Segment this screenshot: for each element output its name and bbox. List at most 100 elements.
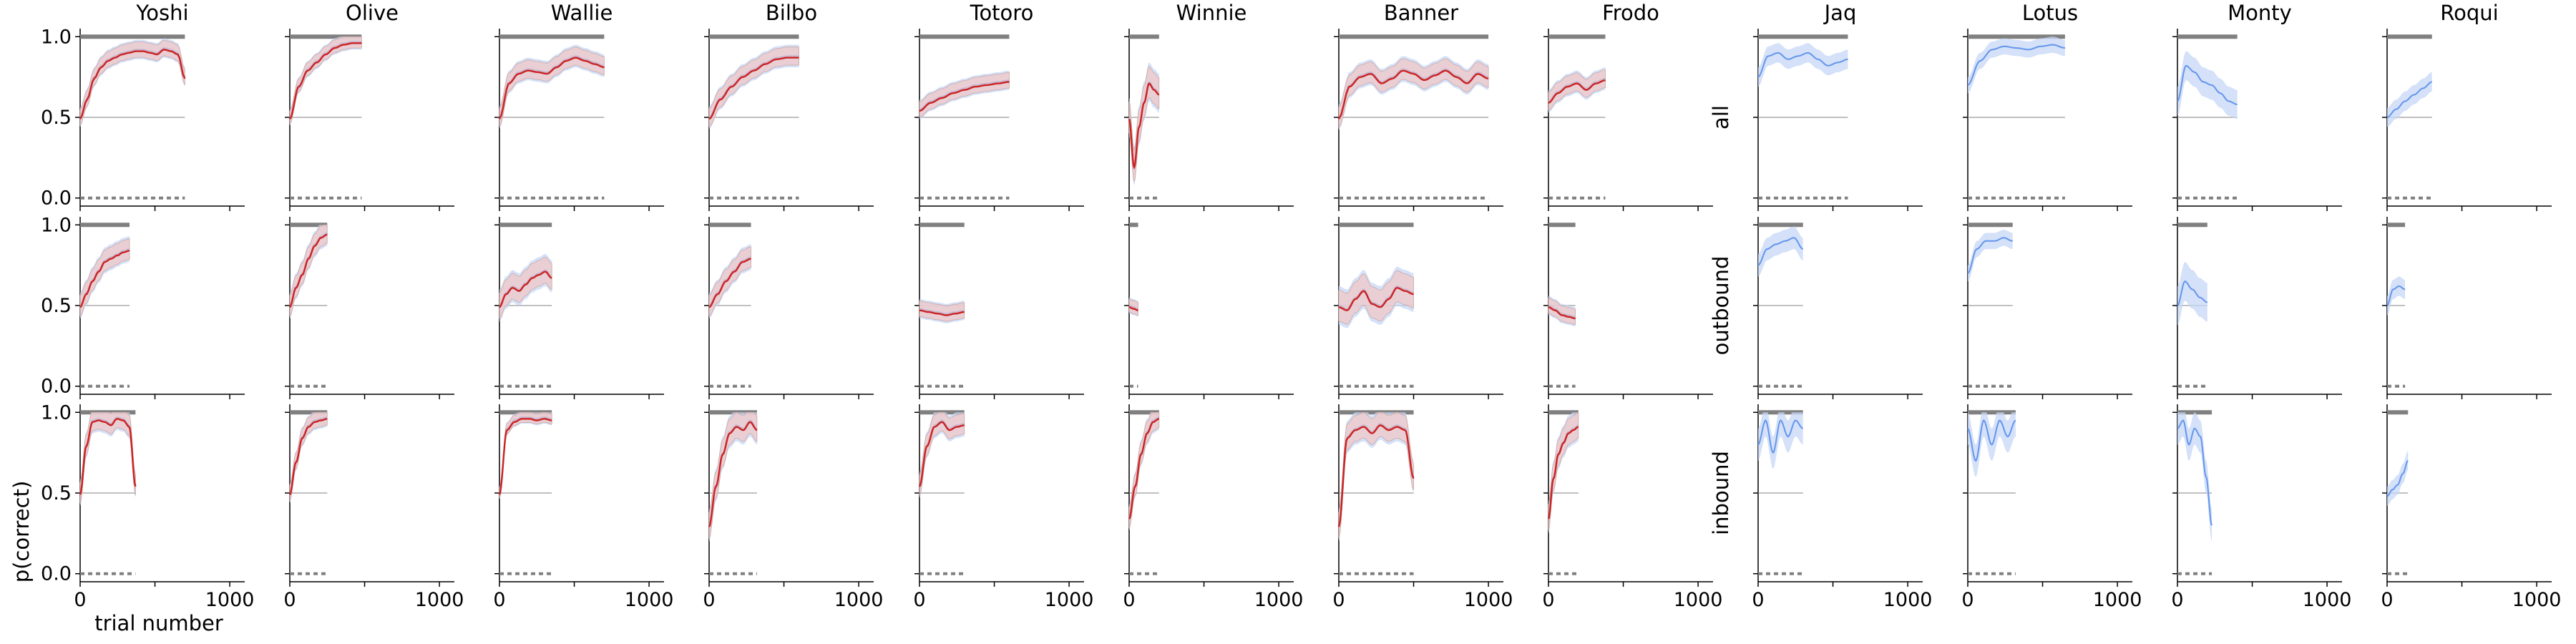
- panel-title: Monty: [2228, 1, 2292, 25]
- y-tick-label: 0.0: [41, 376, 72, 398]
- red-confidence-band: [79, 238, 130, 317]
- blue-series-line: [1967, 237, 2013, 274]
- x-tick-label: 0: [913, 589, 925, 611]
- red-confidence-band: [79, 39, 185, 127]
- x-tick-label: 0: [1542, 589, 1554, 611]
- x-tick-label: 1000: [1883, 589, 1933, 611]
- red-series-line: [289, 418, 328, 495]
- panel-title: Bilbo: [766, 1, 817, 25]
- panel-yoshi: Yoshi 0.0 0.5 1.0 0.0 0.5 1.0 0.0 0.5 1.0 0 1000: [41, 1, 254, 611]
- y-tick-label: 1.0: [41, 214, 72, 236]
- blue-confidence-band: [1968, 230, 2013, 282]
- panel-olive: Olive 0 1000: [283, 1, 464, 611]
- red-confidence-band: [1548, 69, 1606, 111]
- red-series-line: [79, 250, 130, 308]
- red-confidence-band: [499, 411, 552, 499]
- red-confidence-band: [1128, 298, 1138, 316]
- blue-series-line: [1757, 52, 1848, 78]
- x-tick-label: 0: [2381, 589, 2393, 611]
- blue-series-line: [1757, 237, 1803, 266]
- red-confidence-band: [1338, 270, 1414, 325]
- red-confidence-band: [919, 301, 965, 322]
- panel-banner: Banner 0 1000: [1332, 1, 1513, 611]
- subplot-all: all: [1709, 29, 1923, 211]
- red-confidence-band: [79, 411, 136, 504]
- panel-frodo: Frodo 0 1000: [1542, 1, 1722, 611]
- subplot-outbound: outbound: [1709, 217, 1923, 399]
- subplot-all: [1334, 29, 1503, 211]
- x-tick-label: 1000: [1464, 589, 1513, 611]
- y-tick-label: 1.0: [41, 401, 72, 424]
- red-confidence-band: [1548, 297, 1576, 326]
- subplot-outbound: [494, 217, 664, 399]
- red-confidence-band: [289, 411, 328, 502]
- red-series-line: [1128, 82, 1160, 170]
- y-tick-label: 0.5: [41, 107, 72, 129]
- subplot-outbound: [1124, 217, 1294, 399]
- red-series-line: [79, 49, 186, 119]
- blue-series-line: [1757, 419, 1803, 454]
- red-series-line: [919, 309, 965, 316]
- panel-title: Olive: [346, 1, 399, 25]
- red-series-line: [919, 81, 1010, 112]
- row-label-all: all: [1709, 105, 1733, 130]
- subplot-inbound: 0 1000: [703, 404, 883, 611]
- blue-series-line: [1967, 419, 2016, 462]
- subplot-all: [1124, 29, 1294, 211]
- x-tick-label: 0: [493, 589, 505, 611]
- x-axis-label: trial number: [94, 611, 223, 635]
- red-confidence-band: [919, 72, 1010, 118]
- subplot-inbound: 0 1000 inbound: [1709, 404, 1932, 611]
- subplot-inbound: 0 1000: [283, 404, 464, 611]
- blue-confidence-band: [2387, 72, 2432, 127]
- x-tick-label: 1000: [1674, 589, 1723, 611]
- red-series-line: [498, 57, 605, 119]
- subplot-outbound: [2382, 217, 2552, 399]
- x-tick-label: 1000: [2303, 589, 2352, 611]
- x-tick-label: 0: [1123, 589, 1135, 611]
- red-series-line: [1547, 426, 1579, 519]
- red-confidence-band: [289, 224, 328, 317]
- red-series-line: [918, 421, 965, 487]
- y-tick-label: 0.5: [41, 295, 72, 317]
- blue-series-line: [2386, 81, 2432, 118]
- x-tick-label: 0: [1332, 589, 1345, 611]
- panel-title: Totoro: [970, 1, 1034, 25]
- panel-title: Roqui: [2440, 1, 2498, 25]
- panel-roqui: Roqui 0 1000: [2381, 1, 2561, 611]
- x-tick-label: 0: [703, 589, 715, 611]
- red-confidence-band: [1548, 411, 1579, 531]
- red-series-line: [708, 421, 758, 527]
- x-tick-label: 1000: [625, 589, 674, 611]
- x-tick-label: 1000: [1254, 589, 1304, 611]
- subplot-all: [704, 29, 874, 211]
- subplot-all: [285, 29, 454, 211]
- subplot-outbound: [1963, 217, 2132, 399]
- subplot-inbound: 0 1000: [1542, 404, 1722, 611]
- y-tick-label: 0.0: [41, 563, 72, 585]
- subplot-inbound: 0 1000: [2381, 404, 2561, 611]
- subplot-all: [494, 29, 664, 211]
- x-tick-label: 1000: [834, 589, 884, 611]
- y-tick-label: 0.0: [41, 187, 72, 210]
- red-series-line: [289, 42, 362, 120]
- panel-title: Wallie: [551, 1, 613, 25]
- red-series-line: [1337, 69, 1489, 119]
- panel-bilbo: Bilbo 0 1000: [703, 1, 883, 611]
- x-tick-label: 1000: [1045, 589, 1094, 611]
- x-tick-label: 0: [2171, 589, 2183, 611]
- panel-wallie: Wallie 0 1000: [493, 1, 673, 611]
- subplot-all: [1963, 29, 2132, 211]
- red-series-line: [708, 258, 751, 308]
- red-confidence-band: [1338, 411, 1414, 539]
- subplot-inbound: 0 1000: [1961, 404, 2142, 611]
- subplot-outbound: 0.0 0.5 1.0: [41, 214, 245, 399]
- red-series-line: [498, 418, 552, 495]
- blue-series-line: [2177, 419, 2213, 526]
- y-tick-label: 1.0: [41, 26, 72, 48]
- red-confidence-band: [499, 256, 552, 319]
- y-tick-label: 0.5: [41, 482, 72, 504]
- x-tick-label: 1000: [205, 589, 255, 611]
